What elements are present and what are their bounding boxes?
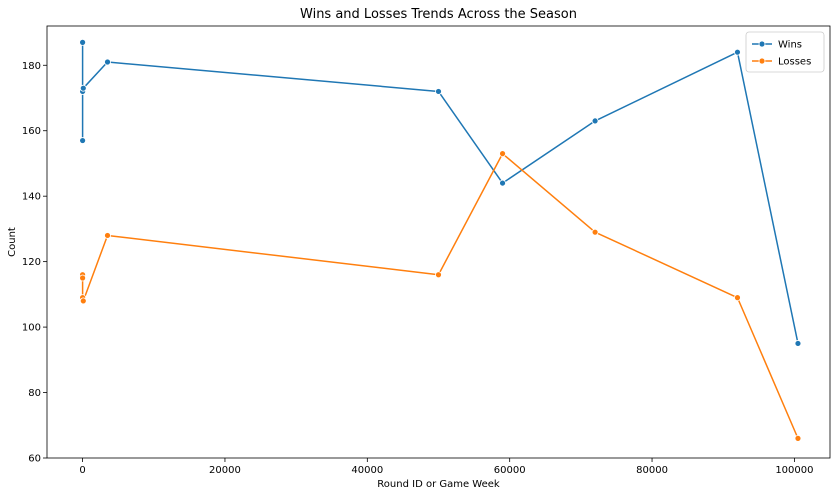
chart-title: Wins and Losses Trends Across the Season: [300, 7, 577, 22]
x-tick-label: 100000: [775, 465, 813, 476]
losses-point: [734, 294, 741, 302]
losses-point: [591, 228, 599, 236]
plot-area: 0 20000 40000 60000 80000 100000 60 80 100 120 140…: [22, 25, 831, 476]
losses-point: [79, 274, 87, 282]
wins-point: [79, 84, 87, 92]
y-axis-label: Count: [7, 227, 18, 257]
x-axis-label: Round ID or Game Week: [377, 479, 500, 490]
legend-wins-label: Wins: [778, 40, 802, 51]
losses-point: [794, 434, 802, 442]
losses-line: [81, 152, 799, 439]
x-tick-label: 0: [79, 465, 85, 476]
y-tick-label: 140: [22, 192, 41, 203]
y-tick-label: 120: [22, 257, 41, 268]
legend: Wins Losses: [745, 31, 825, 73]
losses-point: [435, 271, 442, 279]
wins-point: [435, 88, 442, 95]
legend-wins-marker: [758, 40, 766, 48]
losses-point: [104, 232, 111, 239]
y-tick-label: 60: [28, 454, 41, 465]
x-tick-label: 60000: [494, 465, 526, 476]
y-tick-label: 100: [22, 323, 41, 334]
legend-losses-marker: [758, 57, 766, 65]
wins-point: [734, 48, 741, 56]
wins-point: [499, 179, 506, 187]
losses-point: [79, 297, 87, 305]
x-tick-label: 40000: [351, 465, 383, 476]
y-tick-label: 80: [28, 388, 41, 399]
x-tick-label: 20000: [209, 465, 241, 476]
y-tick-label: 180: [22, 61, 41, 72]
wins-point: [794, 340, 802, 347]
wins-point: [591, 117, 599, 125]
y-tick-label: 160: [22, 126, 41, 137]
x-tick-label: 80000: [636, 465, 668, 476]
wins-point: [104, 58, 111, 66]
legend-box: [745, 31, 825, 73]
wins-point: [79, 137, 87, 144]
losses-point: [499, 150, 506, 158]
axes-frame: [46, 25, 831, 459]
wins-line: [81, 42, 799, 344]
wins-point: [79, 38, 86, 46]
legend-losses-label: Losses: [778, 57, 811, 68]
